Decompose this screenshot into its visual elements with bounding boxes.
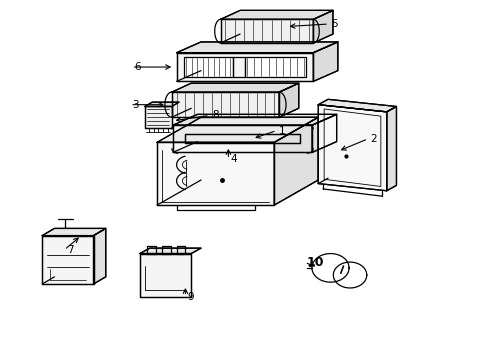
Polygon shape — [140, 248, 201, 253]
Polygon shape — [42, 228, 106, 235]
Text: 10: 10 — [307, 256, 324, 269]
Polygon shape — [274, 117, 318, 205]
Polygon shape — [314, 42, 338, 81]
Polygon shape — [173, 125, 312, 152]
Polygon shape — [245, 57, 306, 77]
Polygon shape — [185, 134, 300, 143]
Polygon shape — [220, 10, 333, 19]
Polygon shape — [145, 102, 179, 107]
Polygon shape — [176, 53, 314, 81]
Polygon shape — [176, 42, 338, 53]
Polygon shape — [145, 107, 172, 128]
Polygon shape — [172, 83, 299, 92]
Polygon shape — [184, 57, 233, 77]
Polygon shape — [312, 114, 337, 152]
Polygon shape — [318, 105, 387, 191]
Text: 1: 1 — [279, 126, 286, 135]
Polygon shape — [279, 83, 299, 117]
Polygon shape — [94, 228, 106, 284]
Text: 9: 9 — [188, 292, 195, 302]
Polygon shape — [173, 114, 337, 125]
Text: 6: 6 — [134, 62, 141, 72]
Polygon shape — [314, 10, 333, 43]
Polygon shape — [387, 107, 396, 191]
Text: 7: 7 — [67, 245, 74, 255]
Polygon shape — [140, 253, 191, 297]
Polygon shape — [42, 235, 94, 284]
Text: 3: 3 — [133, 100, 139, 110]
Text: 8: 8 — [212, 111, 219, 121]
Polygon shape — [172, 92, 279, 117]
Text: 2: 2 — [370, 134, 377, 144]
Text: 4: 4 — [231, 154, 238, 164]
Text: 5: 5 — [331, 19, 338, 29]
Polygon shape — [157, 142, 274, 205]
Polygon shape — [220, 19, 314, 43]
Polygon shape — [157, 117, 318, 142]
Polygon shape — [318, 99, 396, 112]
